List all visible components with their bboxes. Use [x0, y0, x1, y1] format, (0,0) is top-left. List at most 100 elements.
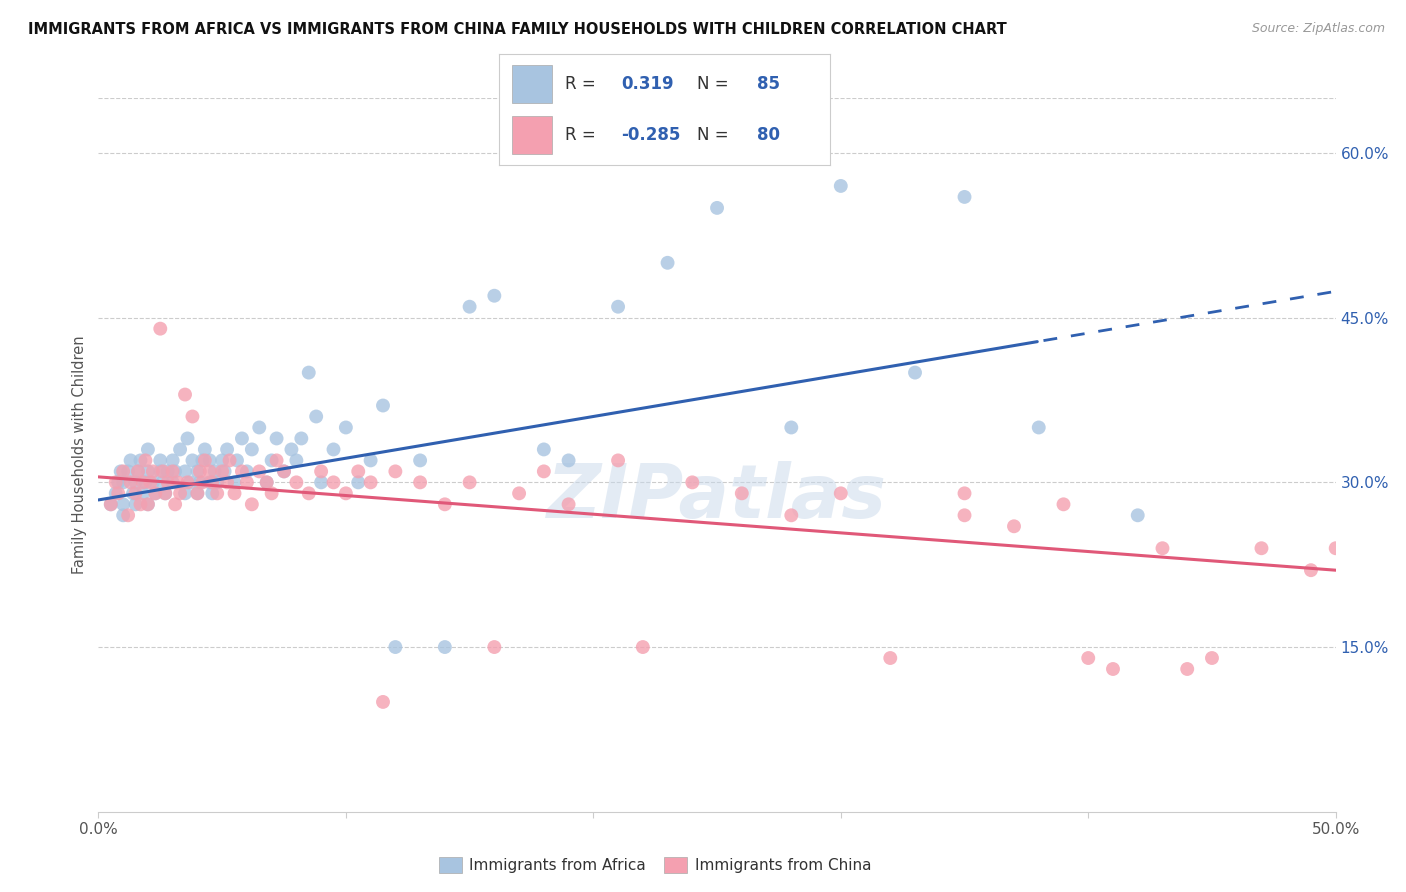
Point [188, 475, 211, 490]
Point [120, 475, 142, 490]
Point [186, 486, 208, 500]
Point [631, 640, 654, 654]
Point [335, 420, 357, 434]
Point [149, 453, 172, 467]
Point [142, 464, 165, 478]
Point [240, 497, 263, 511]
Point [1175, 662, 1198, 676]
Point [194, 453, 217, 467]
Text: IMMIGRANTS FROM AFRICA VS IMMIGRANTS FROM CHINA FAMILY HOUSEHOLDS WITH CHILDREN : IMMIGRANTS FROM AFRICA VS IMMIGRANTS FRO… [28, 22, 1007, 37]
Point [162, 475, 184, 490]
Point [1201, 651, 1223, 665]
Point [174, 486, 197, 500]
Point [557, 497, 579, 511]
Point [879, 651, 901, 665]
Point [256, 475, 278, 490]
Point [1250, 541, 1272, 556]
Point [107, 486, 129, 500]
Point [124, 475, 146, 490]
Point [657, 256, 679, 270]
Point [162, 453, 184, 467]
Point [155, 486, 177, 500]
Point [112, 508, 135, 523]
Point [280, 442, 302, 457]
Point [205, 486, 228, 500]
Point [1077, 651, 1099, 665]
Point [484, 289, 506, 303]
Point [484, 640, 506, 654]
Point [110, 464, 132, 478]
Point [371, 399, 394, 413]
Point [211, 453, 233, 467]
Point [266, 432, 288, 446]
Point [533, 464, 555, 478]
Point [780, 420, 803, 434]
Point [298, 486, 321, 500]
Point [273, 464, 295, 478]
Point [176, 432, 198, 446]
Point [217, 442, 239, 457]
Y-axis label: Family Households with Children: Family Households with Children [72, 335, 87, 574]
Point [100, 497, 122, 511]
Point [104, 486, 127, 500]
Point [186, 486, 208, 500]
Point [156, 464, 179, 478]
Point [107, 475, 129, 490]
Point [706, 201, 728, 215]
Text: N =: N = [697, 75, 734, 93]
Point [174, 464, 197, 478]
Point [129, 453, 152, 467]
Text: N =: N = [697, 126, 734, 144]
Point [347, 475, 370, 490]
Point [360, 453, 382, 467]
Point [231, 432, 253, 446]
Point [136, 497, 159, 511]
Point [409, 453, 432, 467]
Point [198, 475, 221, 490]
Point [322, 442, 344, 457]
Point [117, 508, 139, 523]
Point [165, 497, 187, 511]
Point [409, 475, 432, 490]
Point [1152, 541, 1174, 556]
Point [260, 453, 283, 467]
Point [136, 497, 159, 511]
Point [1324, 541, 1347, 556]
Point [169, 486, 191, 500]
Point [607, 300, 630, 314]
Point [112, 497, 135, 511]
Point [217, 475, 239, 490]
Point [290, 432, 312, 446]
Point [211, 464, 233, 478]
Point [201, 475, 224, 490]
Point [174, 387, 197, 401]
Point [156, 475, 179, 490]
Point [198, 464, 221, 478]
Point [127, 464, 149, 478]
Point [236, 475, 259, 490]
Point [186, 464, 208, 478]
Point [433, 640, 456, 654]
Point [458, 300, 481, 314]
Point [143, 486, 166, 500]
Point [188, 464, 211, 478]
Point [204, 464, 226, 478]
Point [458, 475, 481, 490]
Point [256, 475, 278, 490]
Point [607, 453, 630, 467]
Point [136, 442, 159, 457]
Point [904, 366, 927, 380]
Point [298, 366, 321, 380]
Point [953, 190, 976, 204]
Text: -0.285: -0.285 [621, 126, 681, 144]
Point [533, 442, 555, 457]
Point [953, 486, 976, 500]
FancyBboxPatch shape [512, 65, 553, 103]
Point [194, 442, 217, 457]
Point [266, 453, 288, 467]
Point [218, 453, 240, 467]
Point [205, 475, 228, 490]
Point [176, 475, 198, 490]
Point [181, 409, 204, 424]
Point [142, 475, 165, 490]
